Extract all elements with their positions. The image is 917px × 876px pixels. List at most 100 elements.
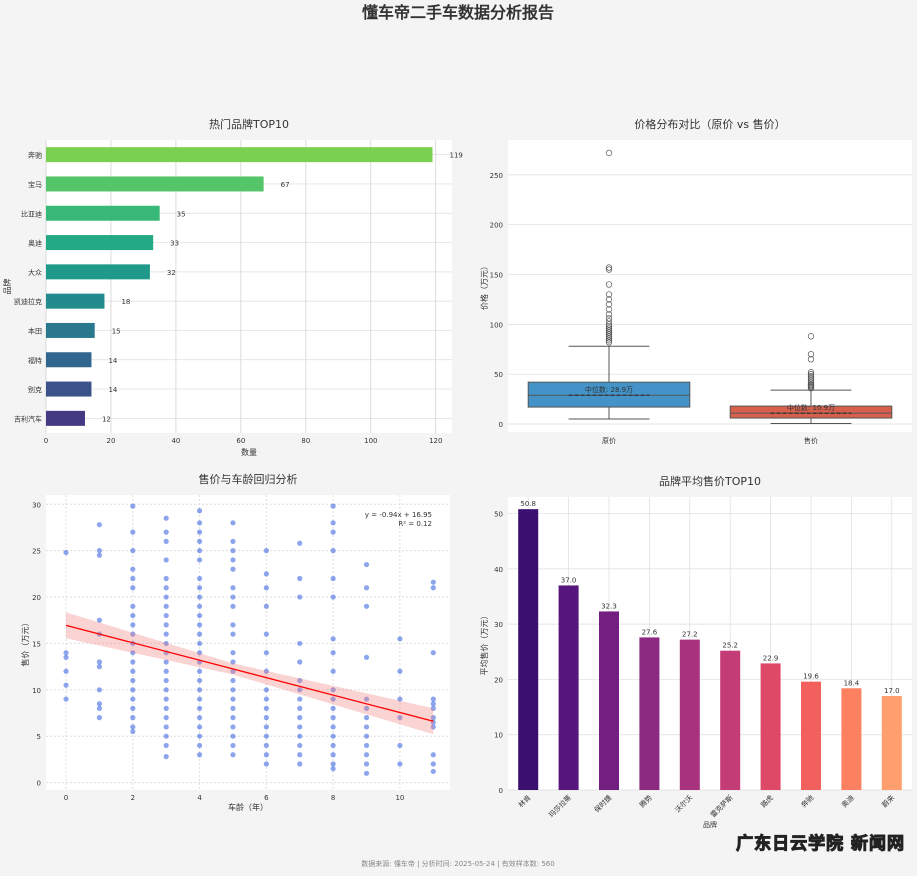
data-point xyxy=(130,715,136,721)
bar xyxy=(46,410,85,426)
data-point xyxy=(363,603,370,609)
data-point xyxy=(263,603,269,609)
data-point xyxy=(130,724,136,730)
outlier xyxy=(605,321,613,328)
outlier xyxy=(807,333,815,340)
x-tick-label: 80 xyxy=(301,437,310,445)
data-point xyxy=(230,715,236,721)
data-point xyxy=(363,705,370,711)
x-tick-label: 玛莎拉蒂 xyxy=(547,793,573,819)
data-point xyxy=(230,668,236,674)
data-point xyxy=(163,594,169,600)
data-point xyxy=(230,696,236,702)
data-label: 14 xyxy=(108,357,117,365)
data-point xyxy=(130,622,136,628)
data-point xyxy=(196,687,203,693)
x-tick-label: 60 xyxy=(236,437,245,445)
data-point xyxy=(230,631,236,637)
x-tick-label: 雷克萨斯 xyxy=(708,793,734,819)
data-label: 35 xyxy=(177,210,186,218)
data-point xyxy=(363,770,370,776)
data-label: 17.0 xyxy=(884,687,900,695)
data-label: 67 xyxy=(281,181,290,189)
x-tick-label: 蔚来 xyxy=(880,793,896,809)
y-tick-label: 20 xyxy=(32,594,41,602)
y-tick-label: 5 xyxy=(37,733,41,741)
data-point xyxy=(330,724,336,730)
data-point xyxy=(297,752,303,758)
data-point xyxy=(130,728,136,735)
data-point xyxy=(130,575,136,582)
data-label: 19.6 xyxy=(803,673,819,681)
x-tick-label: 2 xyxy=(131,794,135,802)
bar xyxy=(518,509,539,790)
data-point xyxy=(130,585,136,591)
data-point xyxy=(230,659,236,665)
outlier xyxy=(605,301,613,308)
subplot-title: 价格分布对比（原价 vs 售价） xyxy=(634,117,785,131)
x-tick-label: 奥迪 xyxy=(840,793,856,809)
data-point xyxy=(163,631,169,637)
data-point xyxy=(330,668,336,674)
data-point xyxy=(196,612,203,619)
x-tick-label: 10 xyxy=(395,794,404,802)
outlier xyxy=(807,373,815,380)
outlier xyxy=(605,291,613,298)
data-point xyxy=(230,538,236,544)
data-point xyxy=(297,705,303,711)
data-point xyxy=(96,548,103,554)
bar xyxy=(46,176,264,192)
figure-title: 懂车帝二手车数据分析报告 xyxy=(361,3,554,22)
x-axis-label: 车龄（年） xyxy=(228,802,268,812)
data-point xyxy=(196,677,203,684)
data-point xyxy=(297,575,303,582)
outlier xyxy=(807,351,815,358)
outlier xyxy=(605,315,613,322)
data-point xyxy=(130,705,136,711)
data-point xyxy=(196,594,203,600)
outlier xyxy=(605,327,613,334)
subplot-title: 品牌平均售价TOP10 xyxy=(659,474,761,488)
data-point xyxy=(63,696,69,702)
x-tick-label: 120 xyxy=(429,437,442,445)
data-point xyxy=(130,548,136,554)
x-axis-label: 品牌 xyxy=(703,820,717,829)
data-point xyxy=(330,503,336,509)
y-tick-label: 150 xyxy=(490,272,503,280)
footer: 数据来源: 懂车帝 | 分析时间: 2025-05-24 | 有效样本数: 56… xyxy=(361,859,554,868)
data-point xyxy=(196,603,203,609)
data-label: 14 xyxy=(108,386,117,394)
y-tick-label: 宝马 xyxy=(28,180,42,189)
data-point xyxy=(263,742,269,749)
outlier xyxy=(605,296,613,303)
data-point xyxy=(163,557,169,563)
data-label: 15 xyxy=(112,327,121,335)
data-point xyxy=(96,659,103,665)
data-point xyxy=(430,705,436,711)
data-point xyxy=(163,622,169,628)
x-tick-label: 保时捷 xyxy=(592,793,613,814)
data-point xyxy=(330,696,336,702)
data-point xyxy=(230,594,236,600)
data-point xyxy=(130,566,136,572)
bar xyxy=(760,663,781,790)
data-point xyxy=(297,687,303,693)
data-label: 37.0 xyxy=(561,576,577,584)
data-point xyxy=(397,715,403,721)
data-point xyxy=(230,603,236,609)
data-point xyxy=(163,715,169,721)
data-point xyxy=(397,742,403,749)
y-tick-label: 福特 xyxy=(28,356,42,365)
y-tick-label: 奥迪 xyxy=(28,239,42,248)
data-point xyxy=(397,696,403,702)
y-tick-label: 25 xyxy=(32,548,41,556)
data-point xyxy=(196,548,203,554)
bar xyxy=(679,639,700,790)
outlier xyxy=(605,339,613,346)
y-tick-label: 大众 xyxy=(28,268,42,277)
bar xyxy=(801,681,821,790)
plot-area xyxy=(46,495,450,790)
watermark: 广东日云学院 新闻网 xyxy=(736,834,905,855)
y-tick-label: 0 xyxy=(499,787,503,795)
